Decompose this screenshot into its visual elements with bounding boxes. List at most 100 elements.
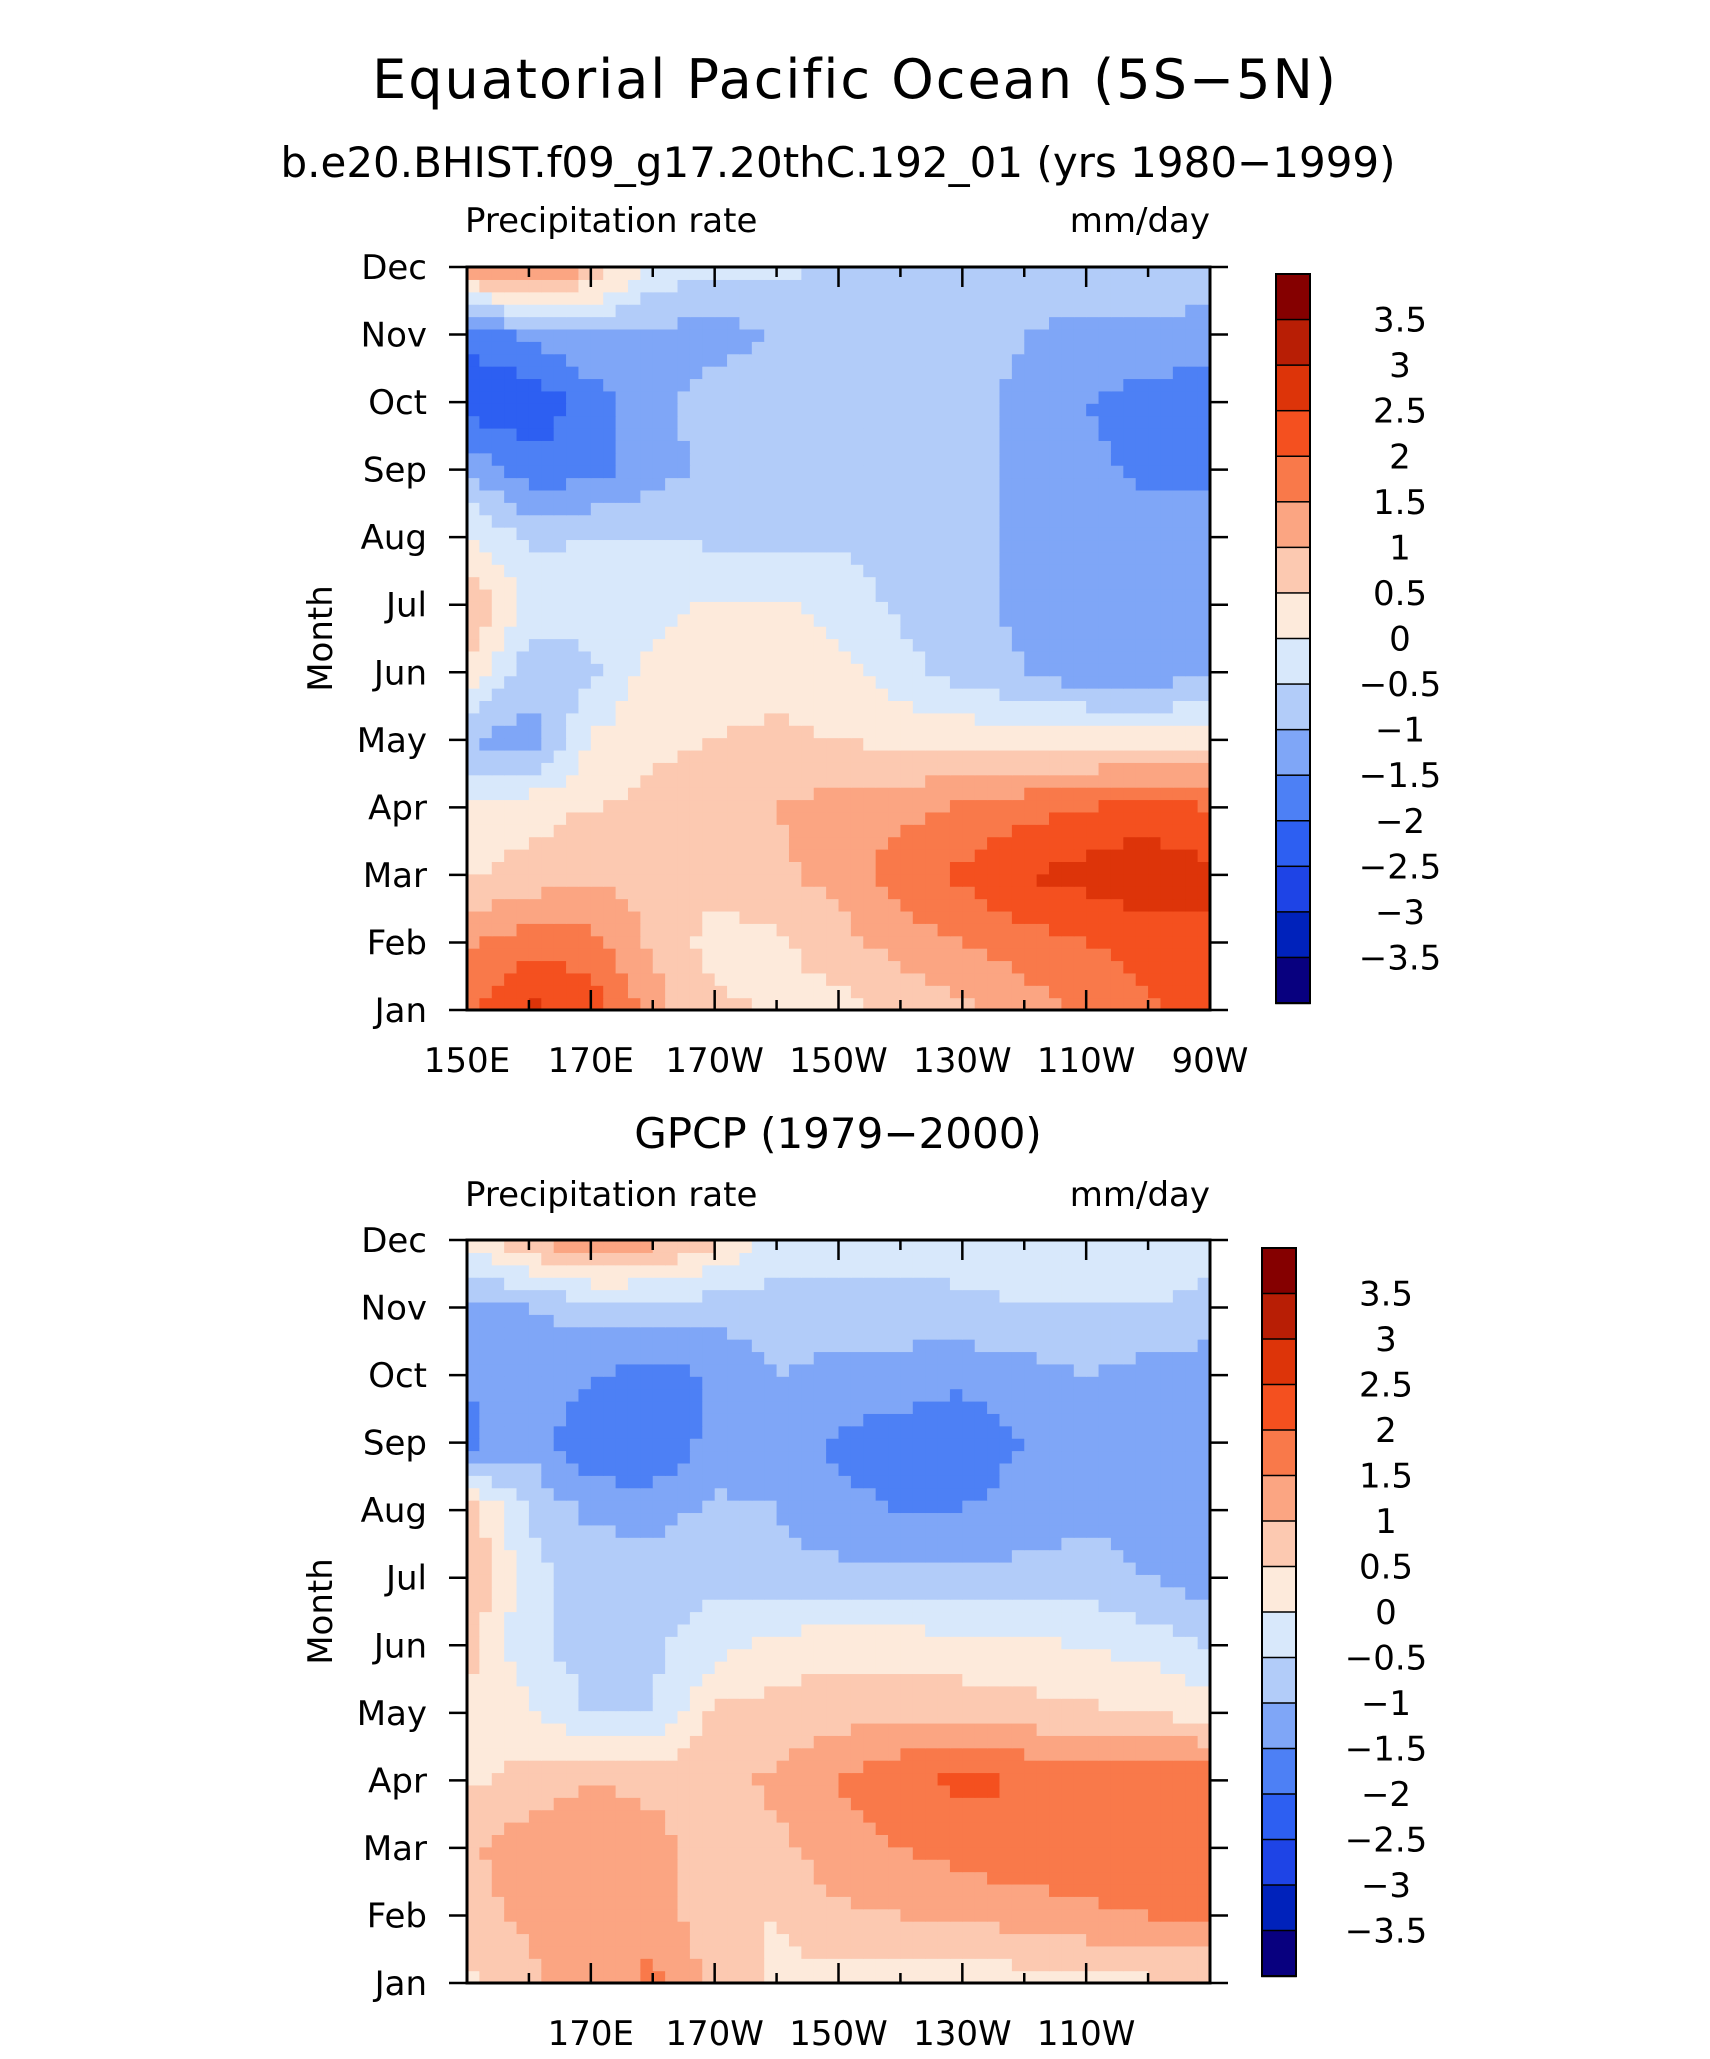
heatmap-cell	[788, 291, 802, 305]
heatmap-cell	[801, 1970, 815, 1984]
heatmap-cell	[900, 539, 914, 553]
heatmap-cell	[677, 390, 691, 404]
heatmap-cell	[974, 527, 988, 541]
heatmap-cell	[1172, 1747, 1186, 1761]
heatmap-cell	[1011, 935, 1025, 949]
heatmap-cell	[603, 316, 617, 330]
heatmap-cell	[1172, 849, 1186, 862]
heatmap-cell	[937, 465, 951, 479]
heatmap-cell	[1172, 935, 1186, 949]
heatmap-cell	[1098, 1747, 1112, 1761]
heatmap-cell	[875, 787, 889, 801]
heatmap-cell	[516, 267, 530, 280]
heatmap-cell	[578, 440, 592, 454]
heatmap-cell	[640, 527, 654, 541]
heatmap-cell	[900, 291, 914, 305]
heatmap-cell	[1061, 972, 1075, 986]
heatmap-cell	[863, 700, 877, 714]
heatmap-cell	[850, 1846, 864, 1860]
heatmap-cell	[949, 1871, 963, 1885]
heatmap-cell	[801, 886, 815, 900]
heatmap-cell	[888, 774, 902, 788]
heatmap-cell	[875, 861, 889, 875]
heatmap-cell	[566, 1760, 580, 1774]
heatmap-cell	[627, 1908, 641, 1922]
heatmap-cell	[590, 688, 604, 702]
heatmap-cell	[627, 465, 641, 479]
heatmap-cell	[1123, 1834, 1137, 1848]
heatmap-cell	[900, 403, 914, 417]
heatmap-cell	[1197, 316, 1211, 330]
heatmap-cell	[751, 390, 765, 404]
heatmap-cell	[788, 588, 802, 602]
heatmap-cell	[788, 898, 802, 912]
heatmap-cell	[962, 997, 976, 1011]
heatmap-cell	[516, 910, 530, 924]
heatmap-cell	[863, 1797, 877, 1811]
heatmap-cell	[912, 725, 926, 739]
heatmap-cell	[1172, 985, 1186, 999]
heatmap-cell	[516, 638, 530, 652]
heatmap-cell	[1036, 403, 1050, 417]
heatmap-cell	[1049, 638, 1062, 652]
heatmap-cell	[516, 972, 530, 986]
heatmap-cell	[516, 366, 530, 380]
heatmap-cell	[999, 1760, 1013, 1774]
heatmap-cell	[1160, 440, 1174, 454]
heatmap-cell	[912, 390, 926, 404]
heatmap-cell	[578, 304, 592, 318]
heatmap-cell	[553, 403, 567, 417]
heatmap-cell	[627, 1722, 641, 1736]
heatmap-cell	[962, 861, 976, 875]
heatmap-cell	[603, 1859, 617, 1873]
heatmap-cell	[999, 861, 1013, 875]
heatmap-cell	[1073, 1822, 1087, 1835]
heatmap-cell	[566, 1747, 580, 1761]
heatmap-cell	[504, 390, 518, 404]
heatmap-cell	[912, 1772, 926, 1786]
heatmap-cell	[1049, 1846, 1062, 1860]
heatmap-cell	[677, 588, 691, 602]
heatmap-cell	[689, 279, 703, 293]
heatmap-cell	[603, 1809, 617, 1823]
heatmap-cell	[1148, 366, 1162, 380]
heatmap-cell	[764, 514, 778, 528]
heatmap-cell	[553, 762, 567, 776]
heatmap-cell	[665, 452, 679, 466]
heatmap-cell	[974, 489, 988, 503]
heatmap-cell	[1086, 427, 1100, 441]
heatmap-cell	[627, 1846, 641, 1860]
heatmap-cell	[1061, 489, 1075, 503]
heatmap-cell	[974, 564, 988, 578]
heatmap-cell	[603, 304, 617, 318]
heatmap-cell	[467, 514, 480, 528]
heatmap-cell	[813, 935, 827, 949]
heatmap-cell	[615, 725, 629, 739]
heatmap-cell	[912, 341, 926, 355]
heatmap-cell	[838, 898, 852, 912]
heatmap-cell	[1160, 576, 1174, 590]
heatmap-cell	[665, 390, 679, 404]
heatmap-cell	[764, 886, 778, 900]
heatmap-cell	[603, 502, 617, 516]
heatmap-cell	[1110, 923, 1124, 937]
heatmap-cell	[1036, 1883, 1050, 1897]
heatmap-cell	[801, 514, 815, 528]
heatmap-cell	[875, 267, 889, 280]
heatmap-cell	[764, 1772, 778, 1786]
heatmap-cell	[1073, 700, 1087, 714]
heatmap-cell	[888, 873, 902, 887]
heatmap-cell	[727, 725, 741, 739]
heatmap-cell	[640, 427, 654, 441]
heatmap-cell	[900, 489, 914, 503]
heatmap-cell	[937, 849, 951, 862]
heatmap-cell	[528, 1797, 542, 1811]
heatmap-cell	[987, 477, 1001, 491]
heatmap-cell	[603, 787, 617, 801]
heatmap-cell	[702, 1945, 716, 1959]
heatmap-cell	[801, 1735, 815, 1749]
heatmap-cell	[1086, 1933, 1100, 1947]
heatmap-cell	[702, 489, 716, 503]
heatmap-cell	[776, 1958, 790, 1972]
heatmap-cell	[888, 861, 902, 875]
